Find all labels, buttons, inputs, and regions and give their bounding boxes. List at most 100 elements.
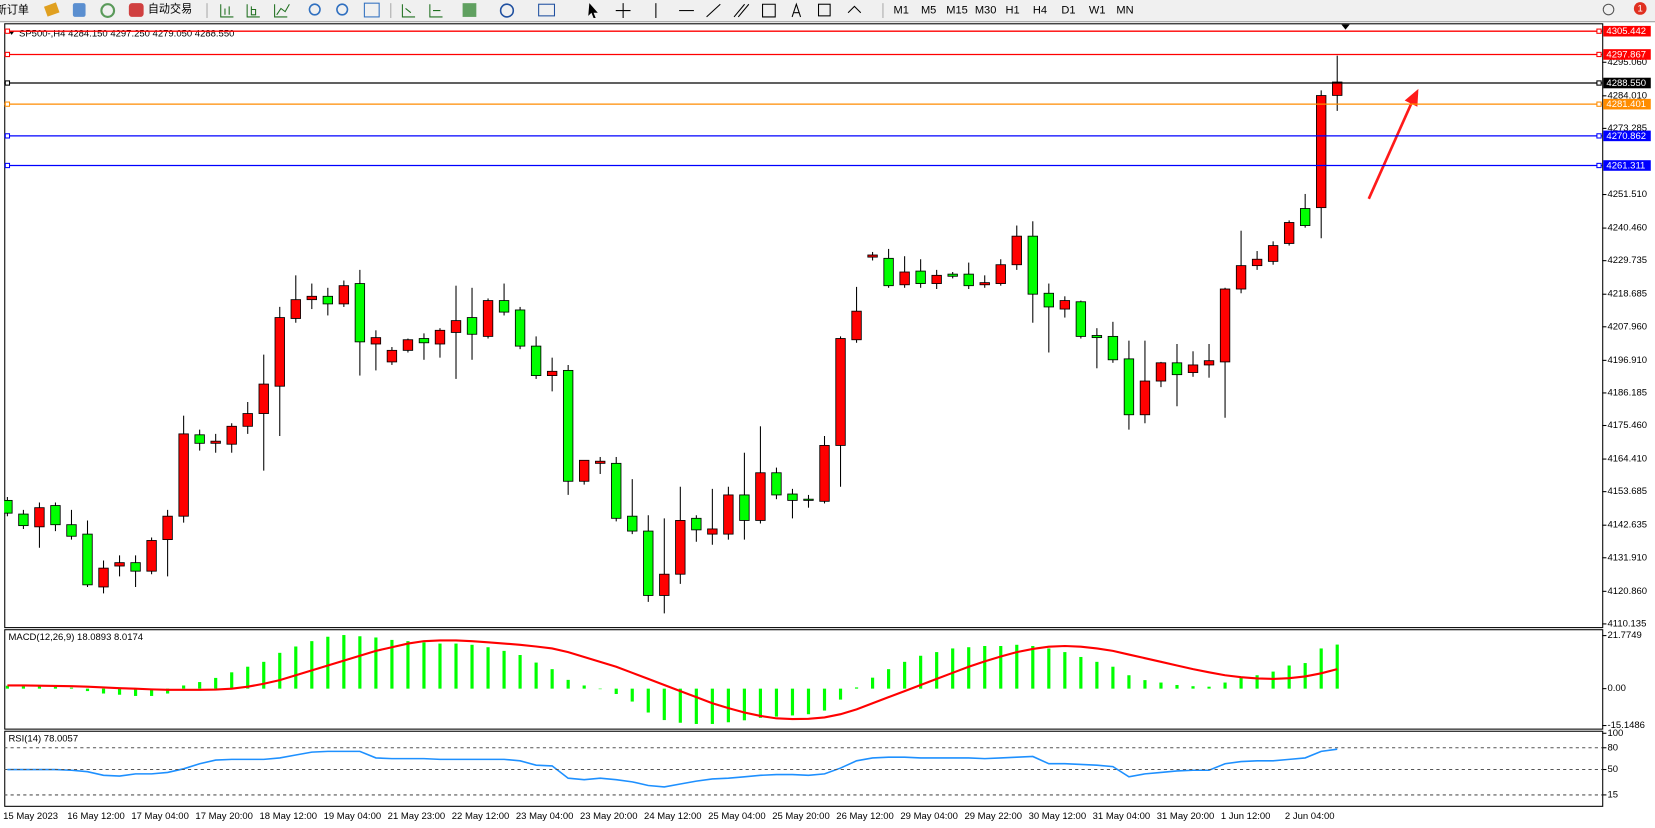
level-tag (1603, 98, 1651, 110)
timeframe-button[interactable]: D1 (1061, 4, 1075, 16)
candle-body (546, 370, 558, 376)
candle-body (627, 515, 638, 532)
panel-title: SP500-,H4 4284.150 4297.250 4279.050 428… (19, 28, 234, 39)
x-tick-label: 22 May 12:00 (452, 811, 510, 822)
level-handle (1596, 162, 1602, 169)
y-tick-label: 15 (1607, 789, 1618, 800)
icon[interactable] (246, 4, 260, 18)
macd-bar (774, 688, 779, 717)
auto-trading-icon[interactable] (128, 3, 144, 17)
annotation-arrow (1367, 98, 1415, 200)
macd-bar (999, 646, 1003, 689)
macd-bar (1191, 686, 1195, 689)
candle-body (851, 310, 862, 341)
new-order-button[interactable]: 新订单 (0, 2, 29, 16)
auto-trading-button[interactable]: 自动交易 (148, 1, 192, 15)
crosshair-tool[interactable] (615, 3, 631, 18)
macd-bar (374, 637, 378, 689)
macd-bar (870, 677, 875, 689)
timeframe-button[interactable]: M30 (975, 4, 997, 16)
macd-bar (614, 688, 618, 695)
trendline-tool[interactable] (706, 3, 721, 18)
timeframe-button[interactable]: W1 (1089, 4, 1106, 16)
candle-body (1075, 301, 1087, 337)
candle-body (707, 528, 718, 535)
macd-bar (69, 687, 74, 689)
y-tick-label: 21.7749 (1607, 630, 1641, 641)
timeframe-button[interactable]: M5 (921, 4, 936, 16)
icon[interactable] (100, 3, 116, 18)
x-tick-label: 31 May 04:00 (1093, 811, 1151, 822)
indicators[interactable] (462, 3, 477, 17)
macd-bar (1175, 684, 1179, 689)
icon[interactable] (220, 4, 234, 18)
macd-bar (182, 685, 186, 689)
candle-body (50, 505, 61, 526)
candle-body (691, 517, 702, 531)
timeframe-button[interactable]: MN (1116, 4, 1133, 16)
x-tick-label: 15 May 2023 (3, 811, 58, 822)
icon[interactable] (43, 2, 60, 17)
level-handle (4, 28, 11, 34)
x-tick-label: 24 May 12:00 (644, 811, 702, 822)
macd-bar (887, 669, 891, 689)
macd-bar (630, 688, 634, 702)
candle-body (450, 320, 462, 333)
level-handle (4, 51, 11, 58)
zoom-out[interactable] (336, 3, 349, 16)
macd-bar (1159, 682, 1163, 689)
macd-bar (230, 672, 234, 689)
y-tick-label: 4153.685 (1607, 486, 1647, 497)
level-handle (1596, 28, 1602, 34)
candle-body (611, 462, 622, 519)
y-tick-label: -15.1486 (1607, 720, 1644, 731)
annotation-arrowhead (1404, 88, 1419, 107)
timeframe-button[interactable]: H1 (1005, 4, 1019, 16)
macd-bar (935, 652, 939, 689)
x-tick-label: 23 May 20:00 (580, 811, 638, 822)
zoom-in[interactable] (308, 3, 321, 16)
channel-tool[interactable] (733, 3, 750, 18)
notification-badge[interactable] (1633, 2, 1647, 15)
macd-bar (1063, 652, 1067, 689)
candle-body (1316, 95, 1327, 209)
macd-bar (742, 688, 746, 721)
macd-bar (1207, 686, 1211, 689)
candle-body (1043, 292, 1054, 308)
macd-bar (710, 688, 714, 724)
macd-signal (7, 639, 1338, 721)
x-tick-label: 23 May 04:00 (516, 811, 574, 822)
candle-body (274, 317, 285, 387)
candles (4, 55, 1343, 614)
macd-bar (662, 688, 666, 721)
icon[interactable] (429, 4, 443, 18)
level-handle (1596, 80, 1602, 86)
fibo-tool[interactable] (762, 3, 776, 18)
level-tag (1603, 77, 1651, 89)
icon[interactable] (401, 4, 416, 18)
icon[interactable] (72, 3, 86, 17)
templates[interactable] (538, 3, 556, 17)
macd-bar (967, 647, 971, 689)
cursor-tool[interactable] (588, 3, 598, 18)
text-tool[interactable] (791, 2, 802, 18)
candle-body (979, 282, 990, 286)
macd-bar (53, 686, 58, 689)
icon[interactable] (274, 3, 290, 18)
y-tick-label: 4186.185 (1607, 387, 1647, 398)
timeframe-button[interactable]: H4 (1033, 4, 1047, 16)
label-tool[interactable] (817, 3, 831, 17)
periods[interactable] (499, 3, 515, 18)
search-icon[interactable] (1602, 3, 1615, 16)
candle-body (434, 329, 446, 345)
macd-bar (37, 686, 42, 689)
arrows-tool[interactable] (847, 5, 862, 14)
timeframe-button[interactable]: M15 (946, 4, 968, 16)
macd-bar (854, 687, 859, 689)
candle-body (995, 264, 1006, 284)
main-panel (4, 23, 1604, 629)
candle-body (210, 440, 221, 444)
tile-windows[interactable] (363, 2, 380, 18)
candle-body (803, 498, 814, 501)
timeframe-button[interactable]: M1 (894, 4, 909, 16)
